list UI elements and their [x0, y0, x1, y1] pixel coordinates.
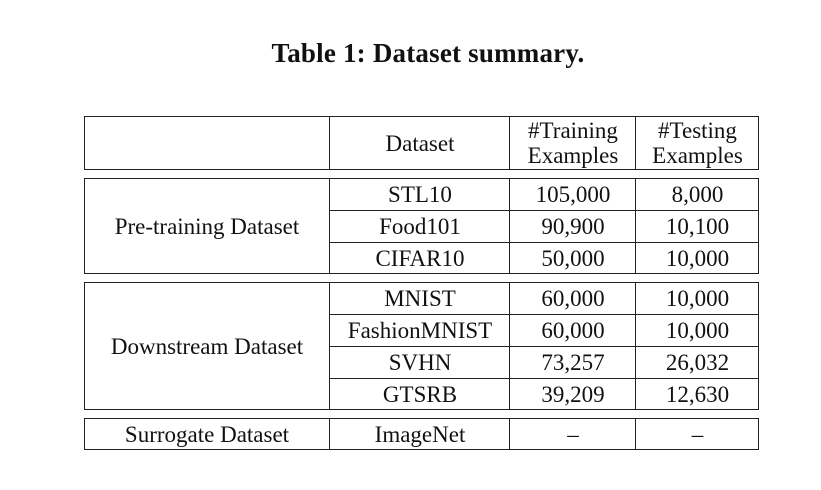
rule — [329, 116, 330, 170]
training-cell: 60,000 — [541, 285, 605, 311]
testing-cell: 8,000 — [671, 181, 724, 207]
dataset-cell: FashionMNIST — [347, 317, 493, 343]
testing-cell: 10,000 — [665, 317, 730, 343]
testing-cell: 26,032 — [665, 349, 730, 375]
training-cell: – — [567, 421, 579, 447]
rule — [84, 178, 85, 274]
rule — [84, 116, 85, 170]
rule — [329, 242, 759, 243]
testing-cell: – — [691, 421, 704, 447]
rule — [84, 418, 759, 419]
rule — [84, 282, 759, 283]
rule — [758, 116, 759, 170]
rule — [509, 282, 510, 410]
testing-cell: 10,100 — [665, 213, 730, 239]
training-cell: 60,000 — [541, 317, 605, 343]
rule — [84, 273, 759, 274]
dataset-cell: STL10 — [388, 181, 452, 207]
dataset-cell: Food101 — [379, 213, 461, 239]
dataset-cell: GTSRB — [382, 381, 458, 407]
training-cell: 90,900 — [541, 213, 605, 239]
rule — [84, 116, 759, 117]
rule — [329, 178, 330, 274]
rule — [509, 178, 510, 274]
rule — [329, 282, 330, 410]
dataset-cell: MNIST — [384, 285, 456, 311]
rule — [84, 409, 759, 410]
header-testing-examples: #Testing Examples — [636, 116, 759, 170]
rule — [635, 418, 636, 450]
header-testing-line2: Examples — [652, 143, 743, 168]
rule — [84, 418, 85, 450]
rule — [84, 178, 759, 179]
rule — [329, 378, 759, 379]
group-label-pretraining: Pre-training Dataset — [114, 213, 300, 239]
rule — [758, 418, 759, 450]
rule — [509, 116, 510, 170]
dataset-cell: CIFAR10 — [375, 245, 465, 271]
table-caption: Table 1: Dataset summary. — [271, 38, 585, 68]
rule — [758, 178, 759, 274]
header-training-line2: Examples — [527, 143, 619, 168]
rule — [758, 282, 759, 410]
training-cell: 105,000 — [535, 181, 611, 207]
rule — [635, 178, 636, 274]
rule — [84, 282, 85, 410]
rule — [329, 210, 759, 211]
group-label-surrogate: Surrogate Dataset — [124, 421, 290, 447]
rule — [509, 418, 510, 450]
group-label-downstream: Downstream Dataset — [110, 333, 304, 359]
dataset-cell: ImageNet — [374, 421, 466, 447]
header-training-examples: #Training Examples — [510, 116, 636, 170]
header-training-line1: #Training — [528, 118, 618, 143]
rule — [329, 314, 759, 315]
dataset-cell: SVHN — [388, 349, 452, 375]
training-cell: 39,209 — [541, 381, 605, 407]
header-dataset: Dataset — [385, 130, 455, 156]
rule — [84, 169, 759, 170]
rule — [329, 346, 759, 347]
rule — [635, 282, 636, 410]
header-testing-line1: #Testing — [658, 118, 737, 143]
testing-cell: 12,630 — [665, 381, 730, 407]
rule — [329, 418, 330, 450]
rule — [635, 116, 636, 170]
training-cell: 50,000 — [541, 245, 605, 271]
testing-cell: 10,000 — [665, 245, 730, 271]
testing-cell: 10,000 — [665, 285, 730, 311]
training-cell: 73,257 — [541, 349, 605, 375]
rule — [84, 449, 759, 450]
